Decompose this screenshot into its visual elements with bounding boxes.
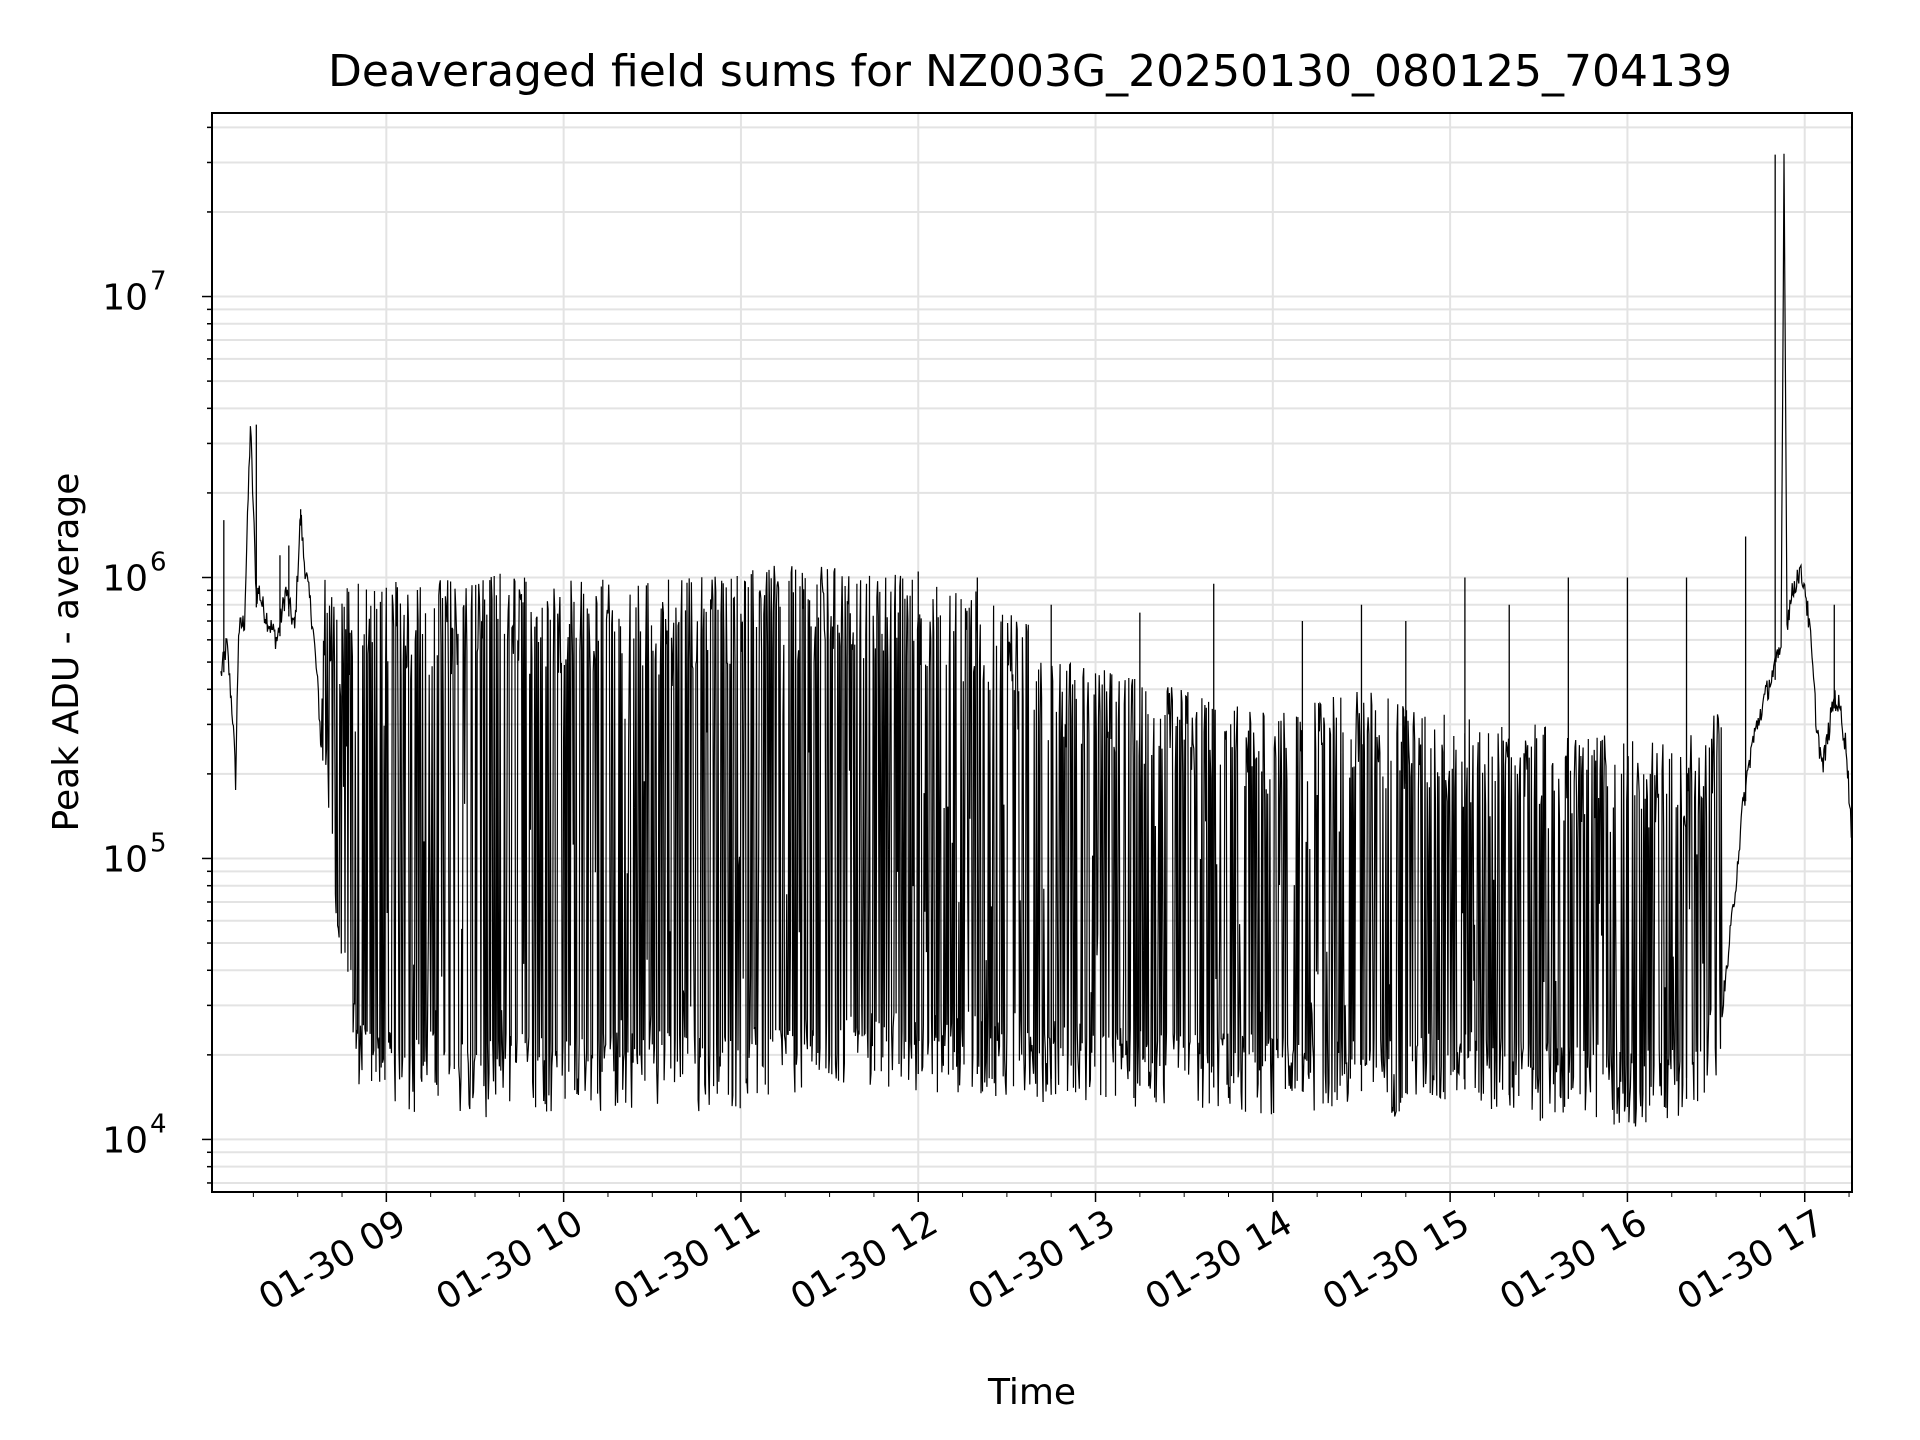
plot-area: [211, 112, 1853, 1193]
y-axis-label: Peak ADU - average: [46, 473, 87, 832]
chart-title: Deaveraged field sums for NZ003G_2025013…: [328, 46, 1732, 97]
y-tick-label: 10: [102, 558, 148, 599]
y-tick-label: 10: [102, 278, 148, 319]
series-layer: [220, 153, 1852, 1127]
y-tick-label-exponent: 7: [150, 267, 167, 297]
x-axis-label: Time: [987, 1372, 1076, 1413]
y-tick-label-exponent: 5: [150, 828, 167, 858]
y-tick-label: 10: [102, 1120, 148, 1161]
y-tick-label-exponent: 6: [150, 547, 167, 577]
y-tick-label-exponent: 4: [150, 1109, 167, 1139]
y-tick-label: 10: [102, 839, 148, 880]
series-line: [220, 153, 1852, 1127]
plot-frame: [211, 112, 1853, 1193]
